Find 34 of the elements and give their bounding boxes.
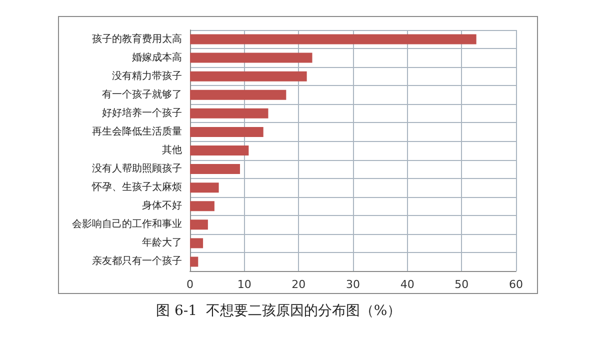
y-tick-label: 没有精力带孩子 bbox=[112, 70, 182, 82]
caption: 图 6-1 不想要二孩原因的分布图（%） bbox=[156, 303, 402, 319]
x-tick-label: 40 bbox=[400, 278, 414, 291]
x-tick-label: 20 bbox=[292, 278, 306, 291]
y-tick-label: 婚嫁成本高 bbox=[132, 51, 182, 64]
bar bbox=[190, 126, 264, 137]
bar bbox=[190, 220, 208, 230]
y-tick-label: 会影响自己的工作和事业 bbox=[72, 218, 182, 230]
x-tick-label: 60 bbox=[509, 278, 523, 291]
bar bbox=[190, 182, 219, 193]
bar bbox=[190, 34, 476, 44]
y-tick-label: 身体不好 bbox=[142, 200, 182, 212]
y-tick-label: 年龄大了 bbox=[142, 236, 182, 249]
y-tick-label: 孩子的教育费用太高 bbox=[92, 32, 182, 45]
y-tick-label: 其他 bbox=[162, 144, 182, 156]
x-tick-label: 50 bbox=[454, 278, 469, 291]
y-tick-label: 有一个孩子就够了 bbox=[102, 88, 182, 100]
y-tick-label: 亲友都只有一个孩子 bbox=[92, 255, 182, 268]
y-tick-label: 没有人帮助照顾孩子 bbox=[92, 162, 182, 175]
bar bbox=[190, 164, 240, 174]
y-tick-label: 再生会降低生活质量 bbox=[92, 125, 182, 138]
y-tick-label: 好好培养一个孩子 bbox=[102, 106, 182, 119]
bar bbox=[190, 256, 198, 267]
bar bbox=[190, 108, 268, 118]
bar bbox=[190, 71, 307, 82]
bar bbox=[190, 146, 249, 156]
bar bbox=[190, 90, 286, 100]
y-tick-label: 怀孕、生孩子太麻烦 bbox=[91, 181, 182, 194]
x-tick-label: 0 bbox=[186, 278, 194, 291]
x-tick-label: 10 bbox=[237, 278, 252, 291]
bar bbox=[190, 238, 204, 248]
x-tick-label: 30 bbox=[346, 278, 360, 291]
bar bbox=[190, 52, 312, 63]
bar bbox=[190, 201, 214, 212]
